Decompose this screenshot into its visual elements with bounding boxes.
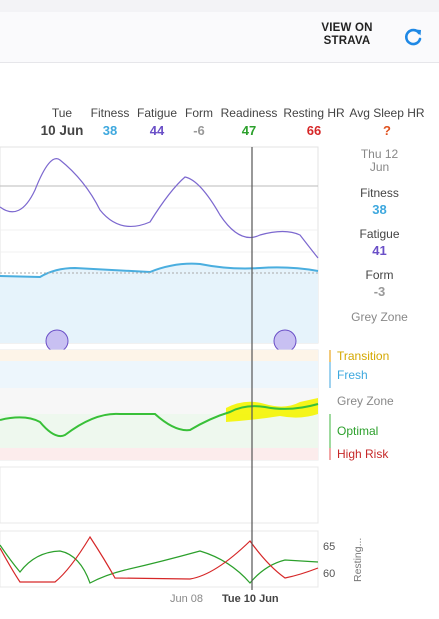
zone-bar-optimal — [329, 414, 331, 448]
resting-hr-axis-title: Resting... — [352, 537, 364, 582]
stat-date-day: Tue — [51, 106, 73, 120]
side-fitness-label: Fitness — [360, 186, 399, 200]
zone-bar-high-risk — [329, 448, 331, 460]
stat-fitness: Fitness 38 — [88, 106, 132, 139]
fitness-area — [0, 263, 318, 343]
stat-fatigue-value: 44 — [149, 123, 165, 138]
stat-fitness-label: Fitness — [90, 106, 130, 120]
stat-resting-hr-label: Resting HR — [283, 106, 345, 120]
stat-fatigue-label: Fatigue — [136, 106, 178, 120]
side-form: Form -3 — [320, 268, 439, 299]
stat-form-value: -6 — [193, 123, 205, 138]
side-fatigue-label: Fatigue — [359, 227, 400, 241]
zone-transition-band — [0, 350, 318, 361]
fatigue-line — [0, 158, 319, 259]
side-date-line1: Thu 12 — [360, 147, 399, 161]
activity-marker — [45, 329, 69, 353]
zone-label-high-risk: High Risk — [337, 447, 389, 461]
form-zone-panel — [0, 349, 319, 461]
zone-label-grey: Grey Zone — [337, 394, 394, 408]
readiness-highlight — [226, 398, 318, 422]
stat-date: Tue 10 Jun — [38, 106, 86, 139]
fitness-line — [0, 262, 319, 279]
stat-avg-sleep-hr-label: Avg Sleep HR — [349, 106, 425, 120]
stat-form-label: Form — [185, 106, 213, 120]
chart-header: VIEW ON STRAVA — [0, 12, 439, 63]
stat-avg-sleep-hr-value: ? — [383, 123, 391, 138]
resting-hr-tick-65: 65 — [323, 541, 336, 553]
stat-fitness-value: 38 — [102, 123, 118, 138]
activity-marker — [273, 329, 297, 353]
stat-readiness-label: Readiness — [220, 106, 278, 120]
stat-date-value: 10 Jun — [40, 123, 84, 138]
stat-readiness-value: 47 — [241, 123, 257, 138]
fitness-fatigue-panel — [0, 146, 319, 353]
hr-line-green — [0, 544, 319, 584]
zone-label-optimal: Optimal — [337, 424, 379, 438]
stat-fatigue: Fatigue 44 — [135, 106, 179, 139]
stat-avg-sleep-hr: Avg Sleep HR ? — [349, 106, 425, 139]
zone-label-transition: Transition — [337, 349, 390, 363]
strava-button-line2: STRAVA — [323, 35, 371, 47]
zone-bar-fresh — [329, 362, 331, 388]
side-fitness-value: 38 — [372, 202, 387, 217]
side-fitness: Fitness 38 — [320, 186, 439, 217]
resting-hr-tick-60: 60 — [323, 568, 336, 580]
window-top-strip — [0, 0, 439, 12]
zone-fresh-band — [0, 361, 318, 388]
empty-panel — [0, 466, 319, 524]
side-form-value: -3 — [373, 284, 386, 299]
fitness-chart[interactable] — [0, 145, 320, 600]
side-form-label: Form — [365, 268, 394, 282]
view-on-strava-button[interactable]: VIEW ON STRAVA — [312, 22, 382, 48]
stat-resting-hr-value: 66 — [306, 123, 322, 138]
resting-hr-panel — [0, 530, 319, 588]
stat-resting-hr: Resting HR 66 — [282, 106, 346, 139]
x-tick-tue-10-jun: Tue 10 Jun — [222, 593, 279, 605]
side-fatigue: Fatigue 41 — [320, 227, 439, 258]
zone-label-fresh: Fresh — [337, 368, 368, 382]
strava-button-line1: VIEW ON — [321, 22, 373, 34]
zone-bar-transition — [329, 350, 331, 362]
side-date: Thu 12 Jun — [320, 148, 439, 174]
x-tick-jun-08: Jun 08 — [170, 593, 204, 605]
stat-readiness: Readiness 47 — [219, 106, 279, 139]
refresh-icon[interactable] — [402, 26, 424, 48]
side-fatigue-value: 41 — [372, 243, 387, 258]
stat-form: Form -6 — [183, 106, 215, 139]
zone-high-risk-band — [0, 448, 318, 460]
hr-line-red — [0, 535, 319, 583]
side-date-line2: Jun — [369, 160, 390, 174]
readiness-line — [0, 403, 319, 438]
side-zone: Grey Zone — [351, 310, 408, 324]
zone-optimal-band — [0, 414, 318, 448]
